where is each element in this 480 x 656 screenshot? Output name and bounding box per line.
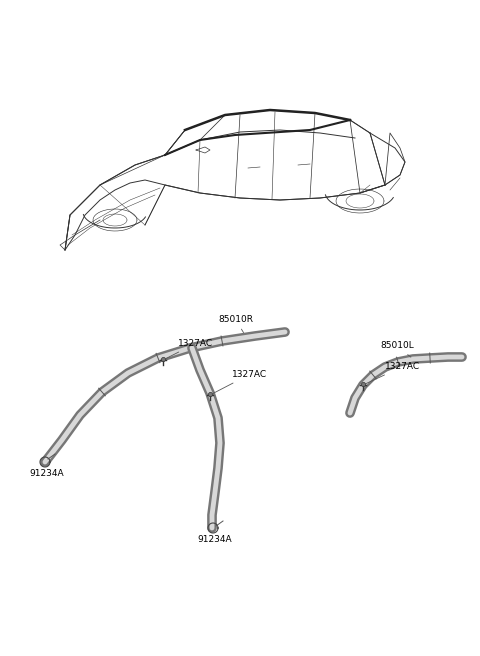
Text: 1327AC: 1327AC — [213, 370, 267, 394]
Polygon shape — [211, 526, 215, 530]
Text: 91234A: 91234A — [198, 535, 232, 544]
Text: 85010L: 85010L — [380, 341, 414, 358]
Text: 1327AC: 1327AC — [166, 339, 213, 359]
Text: 85010R: 85010R — [218, 315, 253, 333]
Polygon shape — [43, 460, 47, 464]
Text: 91234A: 91234A — [30, 469, 64, 478]
Text: 1327AC: 1327AC — [365, 362, 420, 384]
